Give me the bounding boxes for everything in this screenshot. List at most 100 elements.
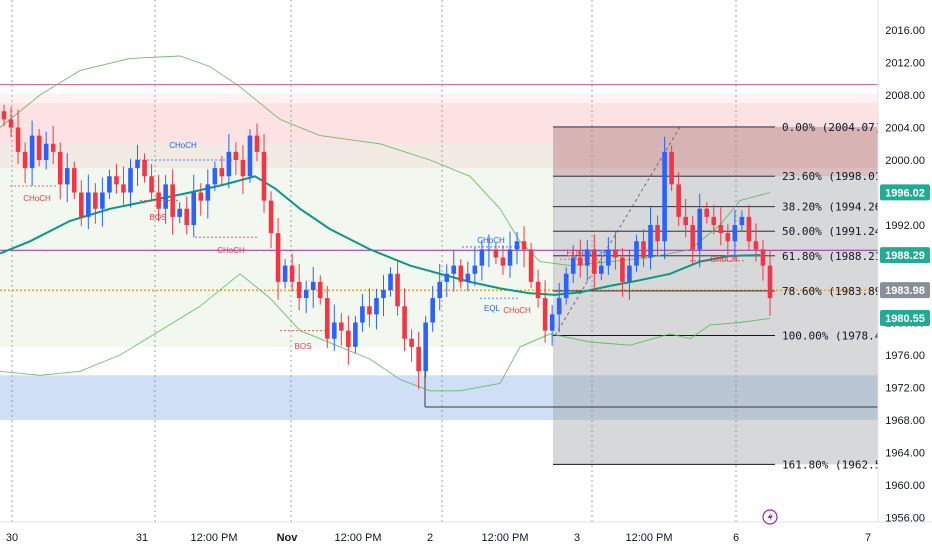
candle[interactable] <box>472 247 478 286</box>
candle[interactable] <box>240 144 246 195</box>
lightning-icon[interactable] <box>762 509 778 525</box>
time-axis[interactable] <box>0 522 878 550</box>
candle[interactable] <box>599 259 604 281</box>
candle[interactable] <box>711 204 717 235</box>
candle[interactable] <box>746 204 752 251</box>
candle[interactable] <box>156 174 161 221</box>
candle[interactable] <box>64 153 70 203</box>
candle[interactable] <box>521 226 527 268</box>
candle[interactable] <box>627 250 632 300</box>
candle[interactable] <box>549 305 555 346</box>
candle[interactable] <box>275 218 281 300</box>
candle[interactable] <box>247 129 253 183</box>
candle[interactable] <box>669 145 674 191</box>
candle[interactable] <box>430 285 435 332</box>
candle[interactable] <box>1 104 7 126</box>
candle[interactable] <box>500 245 506 275</box>
candle[interactable] <box>360 294 365 332</box>
candle[interactable] <box>423 316 428 378</box>
candle[interactable] <box>381 274 386 316</box>
candle[interactable] <box>479 240 485 281</box>
candle[interactable] <box>331 304 337 351</box>
candle[interactable] <box>465 261 471 292</box>
candle[interactable] <box>268 191 274 249</box>
candle[interactable] <box>261 134 267 213</box>
fib-trend-line[interactable] <box>554 126 681 336</box>
candle[interactable] <box>226 134 232 189</box>
candle[interactable] <box>219 155 225 186</box>
candle[interactable] <box>648 207 653 270</box>
candle[interactable] <box>22 142 28 184</box>
candle[interactable] <box>409 329 414 362</box>
candle[interactable] <box>732 209 738 260</box>
candle[interactable] <box>254 123 260 162</box>
candle[interactable] <box>697 193 703 268</box>
candle[interactable] <box>310 266 316 308</box>
candle[interactable] <box>198 183 204 216</box>
candle[interactable] <box>486 234 492 268</box>
candle[interactable] <box>690 215 695 265</box>
candle[interactable] <box>458 259 464 289</box>
candle[interactable] <box>556 283 562 333</box>
candle[interactable] <box>296 264 302 311</box>
candle[interactable] <box>416 331 421 390</box>
candle[interactable] <box>374 288 379 330</box>
candle[interactable] <box>135 144 140 186</box>
candle[interactable] <box>676 172 681 227</box>
candle[interactable] <box>15 109 21 165</box>
candle[interactable] <box>753 223 759 262</box>
candle[interactable] <box>592 234 597 292</box>
candle[interactable] <box>634 234 639 273</box>
candle[interactable] <box>93 183 98 224</box>
candle[interactable] <box>184 196 190 235</box>
candle[interactable] <box>177 202 182 224</box>
candle[interactable] <box>121 166 126 205</box>
candle[interactable] <box>437 264 443 311</box>
candle[interactable] <box>205 169 211 219</box>
candle[interactable] <box>606 237 611 275</box>
candle[interactable] <box>282 259 288 289</box>
candle[interactable] <box>303 280 309 314</box>
candle[interactable] <box>289 253 295 292</box>
candle[interactable] <box>50 125 56 165</box>
candle[interactable] <box>8 107 14 137</box>
candle[interactable] <box>641 229 646 267</box>
candle[interactable] <box>767 250 773 316</box>
candle[interactable] <box>493 242 499 264</box>
candle[interactable] <box>367 288 372 327</box>
candle[interactable] <box>233 142 239 176</box>
candle[interactable] <box>163 175 168 224</box>
candle[interactable] <box>191 174 197 238</box>
candle[interactable] <box>402 288 407 351</box>
candle[interactable] <box>620 248 625 297</box>
candle[interactable] <box>107 169 112 199</box>
candle[interactable] <box>683 199 688 238</box>
candle[interactable] <box>29 120 35 186</box>
candle[interactable] <box>613 231 618 270</box>
price-axis[interactable] <box>878 0 932 550</box>
candle[interactable] <box>346 315 351 365</box>
candle[interactable] <box>71 161 77 199</box>
candle[interactable] <box>128 158 133 208</box>
candle[interactable] <box>395 261 400 316</box>
candle[interactable] <box>563 267 569 305</box>
candle[interactable] <box>570 245 576 284</box>
candle[interactable] <box>142 153 147 183</box>
candle[interactable] <box>584 240 590 281</box>
candle[interactable] <box>57 142 63 200</box>
candle[interactable] <box>451 250 457 292</box>
candle[interactable] <box>528 242 534 289</box>
candle[interactable] <box>662 136 667 260</box>
candle[interactable] <box>388 267 393 297</box>
candle[interactable] <box>514 231 520 265</box>
candle[interactable] <box>353 316 358 354</box>
candle[interactable] <box>444 264 450 297</box>
candle[interactable] <box>725 223 731 257</box>
candle[interactable] <box>79 180 84 227</box>
candle[interactable] <box>704 202 710 224</box>
candle[interactable] <box>655 215 660 257</box>
candle[interactable] <box>542 280 548 343</box>
candle[interactable] <box>577 239 583 278</box>
candle[interactable] <box>36 129 42 167</box>
